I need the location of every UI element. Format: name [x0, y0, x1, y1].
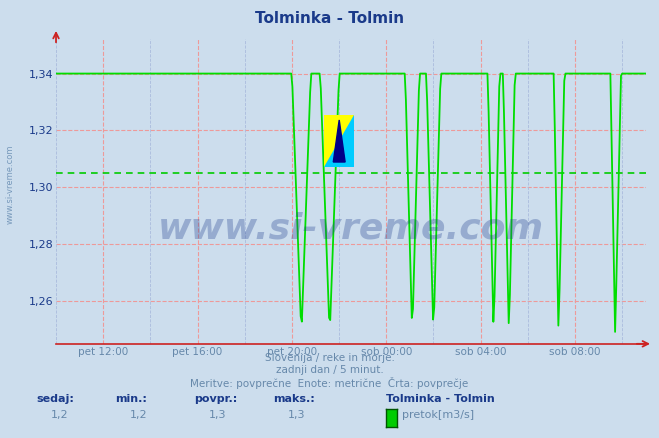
Text: zadnji dan / 5 minut.: zadnji dan / 5 minut. [275, 365, 384, 375]
Text: Meritve: povprečne  Enote: metrične  Črta: povprečje: Meritve: povprečne Enote: metrične Črta:… [190, 377, 469, 389]
Text: min.:: min.: [115, 394, 147, 404]
Polygon shape [324, 115, 354, 167]
Text: www.si-vreme.com: www.si-vreme.com [5, 144, 14, 224]
Text: Slovenija / reke in morje.: Slovenija / reke in morje. [264, 353, 395, 363]
Text: 1,2: 1,2 [130, 410, 147, 420]
Text: pretok[m3/s]: pretok[m3/s] [402, 410, 474, 420]
Text: 1,2: 1,2 [51, 410, 68, 420]
Text: 1,3: 1,3 [288, 410, 305, 420]
Text: povpr.:: povpr.: [194, 394, 238, 404]
Polygon shape [333, 120, 345, 162]
Text: maks.:: maks.: [273, 394, 315, 404]
Text: Tolminka - Tolmin: Tolminka - Tolmin [255, 11, 404, 26]
Text: sedaj:: sedaj: [36, 394, 74, 404]
Text: www.si-vreme.com: www.si-vreme.com [158, 211, 544, 245]
Polygon shape [324, 115, 354, 167]
Text: Tolminka - Tolmin: Tolminka - Tolmin [386, 394, 494, 404]
Text: 1,3: 1,3 [209, 410, 226, 420]
